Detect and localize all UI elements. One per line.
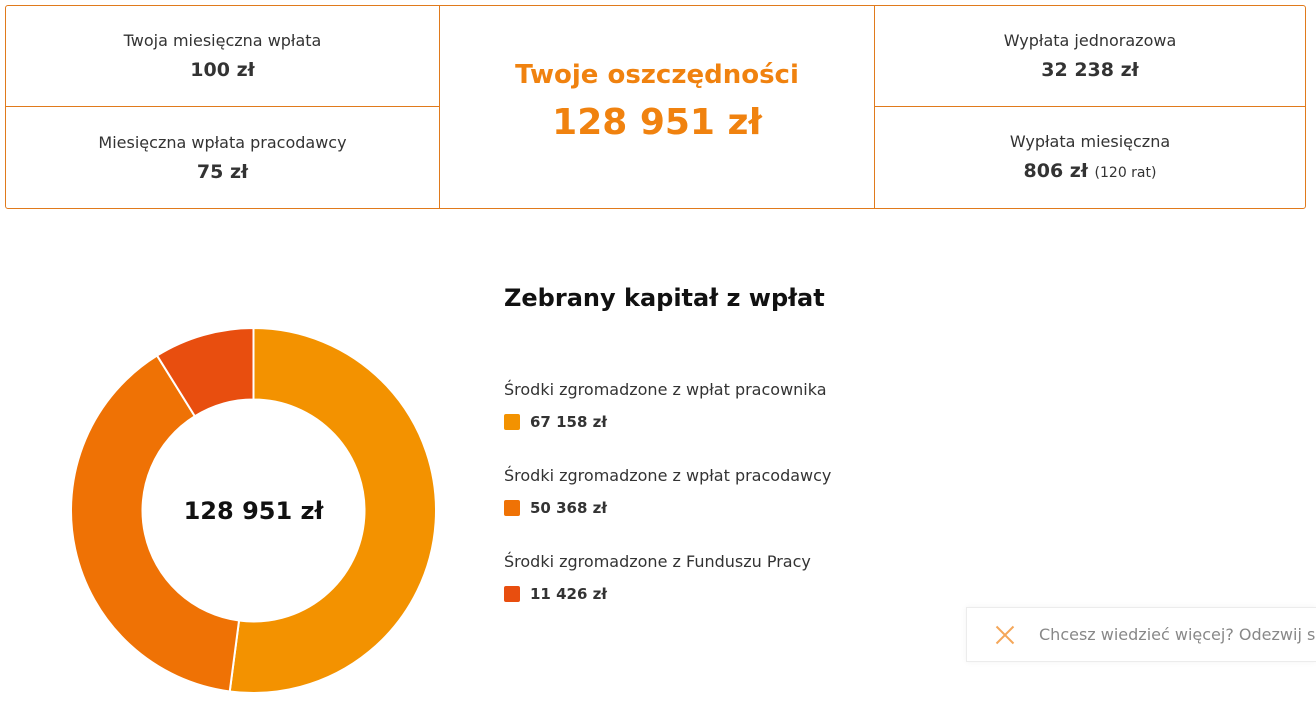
monthly-payout-label: Wypłata miesięczna (1009, 132, 1171, 151)
donut-slice-labour-fund (155, 327, 255, 418)
legend-item-employer: Środki zgromadzone z wpłat pracodawcy 50… (504, 466, 964, 517)
legend-value-employer: 50 368 zł (530, 499, 607, 517)
lump-sum-payout: Wypłata jednorazowa 32 238 zł (875, 6, 1305, 107)
capital-donut-chart (70, 327, 437, 694)
savings-summary: Twoja miesięczna wpłata 100 zł Miesięczn… (5, 5, 1306, 209)
legend-value-employee: 67 158 zł (530, 413, 607, 431)
legend-item-labour-fund: Środki zgromadzone z Funduszu Pracy 11 4… (504, 552, 964, 603)
lump-sum-label: Wypłata jednorazowa (1003, 31, 1177, 50)
monthly-payout: Wypłata miesięczna 806 zł (120 rat) (875, 107, 1305, 209)
chart-legend: Zebrany kapitał z wpłat Środki zgromadzo… (504, 282, 964, 603)
lump-sum-value: 32 238 zł (1041, 59, 1139, 81)
monthly-payout-value-row: 806 zł (120 rat) (1024, 159, 1157, 185)
legend-label-labour-fund: Środki zgromadzone z Funduszu Pracy (504, 552, 811, 571)
donut-slice-employer (70, 354, 241, 693)
legend-label-employee: Środki zgromadzone z wpłat pracownika (504, 380, 827, 399)
legend-label-employer: Środki zgromadzone z wpłat pracodawcy (504, 466, 832, 485)
monthly-payout-note: (120 rat) (1094, 165, 1157, 181)
total-savings: Twoje oszczędności 128 951 zł (439, 6, 875, 209)
contact-prompt-text[interactable]: Chcesz wiedzieć więcej? Odezwij się (1039, 625, 1316, 644)
employer-monthly-value: 75 zł (196, 161, 249, 183)
legend-swatch-employee (504, 414, 520, 430)
employer-monthly-label: Miesięczna wpłata pracodawcy (98, 133, 347, 152)
legend-value-labour-fund: 11 426 zł (530, 585, 607, 603)
legend-swatch-labour-fund (504, 586, 520, 602)
total-savings-label: Twoje oszczędności (515, 59, 799, 90)
legend-item-employee: Środki zgromadzone z wpłat pracownika 67… (504, 380, 964, 431)
employer-monthly-contribution: Miesięczna wpłata pracodawcy 75 zł (6, 107, 439, 209)
donut-center-total: 128 951 zł (183, 497, 324, 525)
own-monthly-label: Twoja miesięczna wpłata (123, 31, 322, 50)
own-monthly-value: 100 zł (190, 59, 255, 81)
monthly-payout-value: 806 zł (1023, 160, 1088, 182)
own-monthly-contribution: Twoja miesięczna wpłata 100 zł (6, 6, 439, 107)
legend-swatch-employer (504, 500, 520, 516)
close-icon[interactable] (993, 623, 1017, 647)
contact-prompt-bar[interactable]: Chcesz wiedzieć więcej? Odezwij się (966, 607, 1316, 662)
donut-slice-employee (228, 327, 437, 694)
chart-title: Zebrany kapitał z wpłat (504, 284, 825, 312)
total-savings-value: 128 951 zł (552, 101, 762, 143)
